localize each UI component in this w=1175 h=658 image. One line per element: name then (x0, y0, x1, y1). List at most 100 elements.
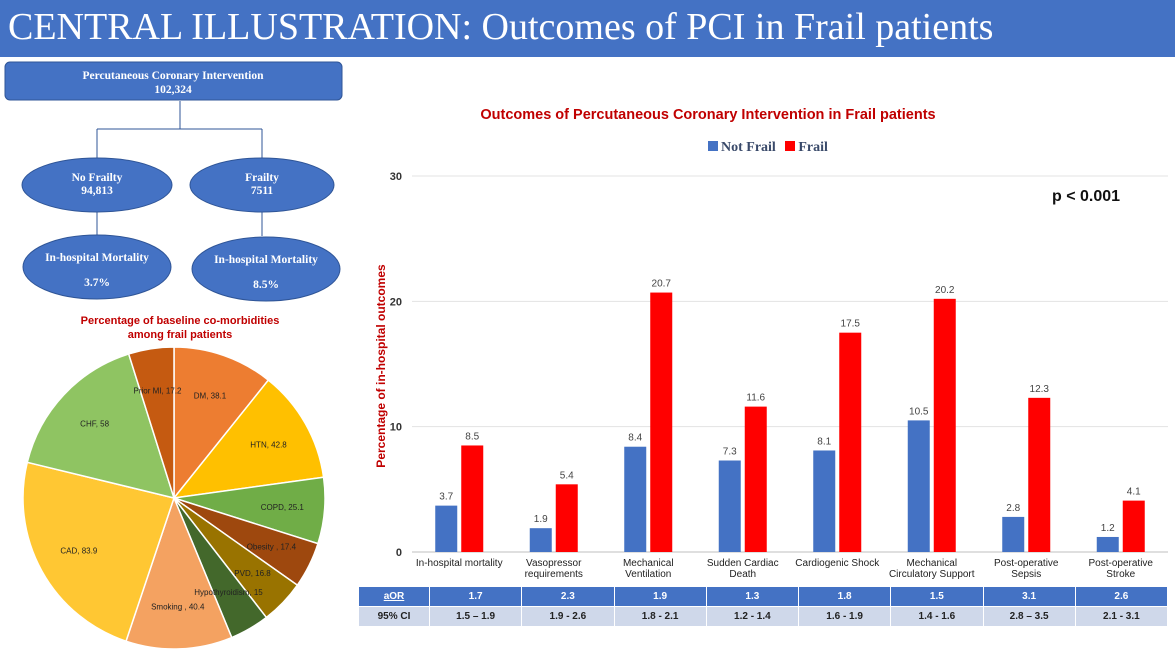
bar-frail (555, 484, 578, 552)
page-title: CENTRAL ILLUSTRATION: Outcomes of PCI in… (8, 6, 994, 48)
legend-swatch-frail (785, 141, 796, 151)
stats-table: aOR 1.7 2.3 1.9 1.3 1.8 1.5 3.1 2.6 95% CI 1.5 … (358, 586, 1168, 627)
category-label: Vasopressor requirements (524, 558, 583, 580)
bar-data-label: 5.4 (560, 470, 574, 481)
bar-data-label: 10.5 (909, 406, 929, 417)
pie-slice (173, 346, 270, 501)
bar-frail (839, 332, 862, 552)
pie-slice-label: CAD, 83.9 (60, 547, 97, 556)
pie-slice-label: Smoking , 40.4 (151, 603, 205, 612)
bar-chart: 0 10 20 30 3.7 8.5 1.9 5.4 8.4 20.7 7.3 11.6 8.1 17.… (390, 171, 1168, 559)
frailty-title: Frailty (245, 172, 279, 184)
category-label: Cardiogenic Shock (795, 558, 880, 569)
bar-data-label: 4.1 (1127, 487, 1141, 498)
bar-data-label: 8.5 (465, 431, 479, 442)
y-tick-label: 10 (390, 422, 402, 434)
aor-header: aOR (359, 587, 429, 606)
aor-cell: 2.6 (1075, 587, 1167, 606)
aor-cell: 1.5 (891, 587, 983, 606)
y-tick-label: 0 (396, 547, 402, 559)
bar-not-frail (718, 460, 741, 552)
y-tick-label: 30 (390, 171, 402, 183)
pie-slice-label: Prior MI, 17.2 (133, 387, 182, 396)
p-value-annotation: p < 0.001 (1052, 188, 1121, 205)
bar-data-label: 20.7 (652, 279, 672, 290)
bar-frail (1122, 500, 1145, 552)
bar-data-label: 2.8 (1006, 503, 1020, 514)
pie-slice (172, 379, 325, 500)
bar-not-frail (813, 450, 836, 552)
legend-label-not-frail: Not Frail (721, 140, 776, 155)
no-frailty-title: No Frailty (72, 172, 123, 184)
bar-data-label: 20.2 (935, 285, 955, 296)
bar-not-frail (529, 528, 552, 552)
pie-chart: DM, 38.1 HTN, 42.8 COPD, 25.1 Obesity , 17.… (22, 346, 326, 650)
legend-label-frail: Frail (798, 140, 828, 155)
aor-cell: 1.9 (614, 587, 706, 606)
category-label: In-hospital mortality (415, 558, 503, 569)
ci-header: 95% CI (359, 607, 429, 626)
pci-box (4, 61, 343, 101)
bar-data-label: 8.1 (817, 436, 831, 447)
ci-cell: 2.1 - 3.1 (1075, 607, 1167, 626)
ci-cell: 1.2 - 1.4 (706, 607, 798, 626)
category-label: Mechanical Ventilation (622, 558, 674, 580)
aor-cell: 1.7 (430, 587, 522, 606)
frailty-mortality-ellipse (191, 236, 341, 302)
pie-title: Percentage of baseline co-morbidities am… (40, 314, 320, 342)
aor-row: aOR 1.7 2.3 1.9 1.3 1.8 1.5 3.1 2.6 (359, 587, 1167, 606)
aor-cell: 1.3 (706, 587, 798, 606)
aor-cell: 2.3 (522, 587, 614, 606)
frailty-mortality-value: 8.5% (253, 279, 279, 291)
pie-slice-label: HTN, 42.8 (250, 440, 287, 449)
bar-data-label: 7.3 (723, 447, 737, 458)
ci-cell: 1.5 – 1.9 (430, 607, 522, 626)
bar-data-label: 1.9 (534, 514, 548, 525)
pie-slice-label: Hypothyroidism, 15 (194, 588, 263, 597)
frailty-mortality-label: In-hospital Mortality (214, 254, 318, 266)
pie-slice-label: Obesity , 17.4 (247, 542, 297, 551)
category-label: Post-operative Stroke (1088, 558, 1153, 580)
bar-legend: Not Frail Frail (708, 140, 828, 156)
bar-frail (650, 292, 673, 552)
ci-cell: 1.8 - 2.1 (614, 607, 706, 626)
bar-frail (1028, 397, 1051, 552)
category-label: Mechanical Circulatory Support (888, 558, 975, 580)
bar-not-frail (624, 446, 647, 552)
ci-cell: 1.6 - 1.9 (799, 607, 891, 626)
bar-data-label: 3.7 (439, 492, 453, 503)
y-tick-label: 20 (390, 296, 402, 308)
aor-cell: 1.8 (799, 587, 891, 606)
pie-slice-label: PVD, 16.8 (234, 569, 271, 578)
bar-data-label: 12.3 (1030, 384, 1050, 395)
bar-frail (744, 406, 767, 552)
no-frailty-count: 94,813 (81, 185, 113, 197)
bar-chart-title: Outcomes of Percutaneous Coronary Interv… (480, 107, 936, 123)
no-frailty-mortality-ellipse (22, 234, 172, 300)
category-label: Sudden Cardiac Death (706, 558, 779, 580)
bar-data-label: 17.5 (841, 319, 861, 330)
pci-count: 102,324 (154, 84, 192, 96)
pie-slice (22, 461, 175, 643)
category-label: Post-operative Sepsis (994, 558, 1059, 580)
pie-title-line1: Percentage of baseline co-morbidities (80, 315, 280, 327)
ci-cell: 1.4 - 1.6 (891, 607, 983, 626)
legend-swatch-not-frail (708, 141, 718, 151)
ci-row: 95% CI 1.5 – 1.9 1.9 - 2.6 1.8 - 2.1 1.2 - … (359, 607, 1167, 626)
bar-data-label: 8.4 (628, 433, 642, 444)
pci-title: Percutaneous Coronary Intervention (82, 70, 264, 82)
ci-cell: 1.9 - 2.6 (522, 607, 614, 626)
bar-frail (461, 445, 484, 552)
pie-slice (125, 495, 233, 650)
bar-not-frail (435, 505, 458, 552)
pie-slice-label: DM, 38.1 (194, 391, 227, 400)
pie-slice-label: COPD, 25.1 (261, 503, 305, 512)
title-bar: CENTRAL ILLUSTRATION: Outcomes of PCI in… (0, 0, 1175, 57)
flowchart: Percutaneous Coronary Intervention 102,3… (4, 61, 343, 302)
pie-slice (127, 346, 175, 499)
bar-data-label: 1.2 (1101, 523, 1115, 534)
bar-data-label: 11.6 (746, 393, 765, 404)
pie-slice-label: CHF, 58 (80, 420, 109, 429)
bar-not-frail (1002, 516, 1025, 552)
bar-frail (933, 298, 956, 552)
